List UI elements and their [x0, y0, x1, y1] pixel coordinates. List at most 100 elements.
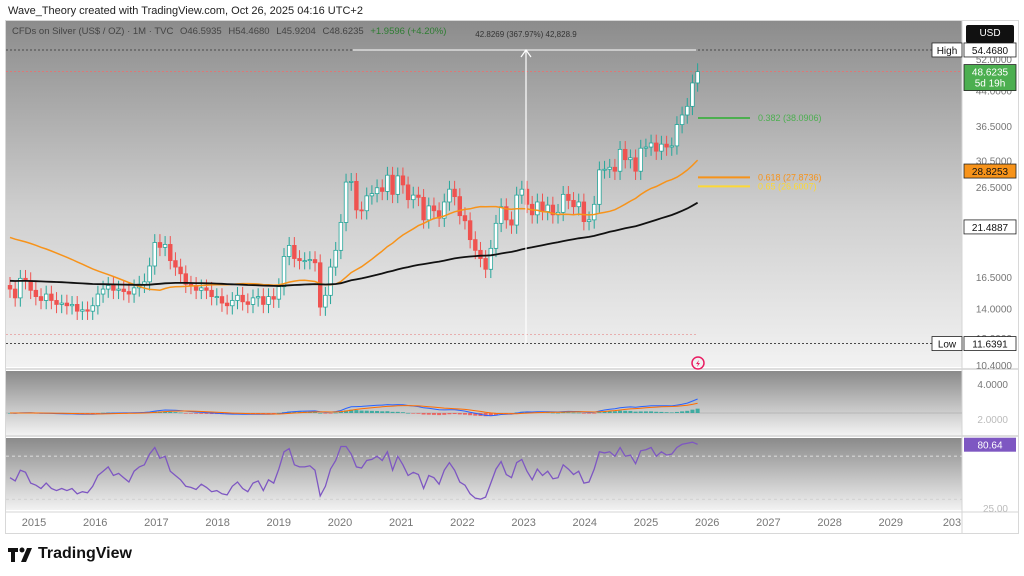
price-label-box: [963, 219, 1017, 235]
candle-body: [18, 277, 23, 299]
alert-icon[interactable]: [691, 356, 705, 370]
candle-body: [7, 285, 13, 290]
time-tick-label: 2028: [817, 517, 841, 529]
time-tick-label: 2016: [83, 517, 107, 529]
candle-body: [59, 302, 64, 305]
macd-histogram-bar: [178, 412, 183, 414]
macd-histogram-bar: [411, 413, 416, 414]
macd-histogram-bar: [633, 411, 638, 413]
time-tick-label: 2018: [205, 517, 229, 529]
candle-body: [286, 245, 292, 257]
price-label-tag-text: Low: [938, 340, 957, 351]
candle-body: [178, 266, 183, 275]
candle-body: [157, 242, 163, 248]
candle-body: [111, 285, 116, 291]
price-label-tag: [931, 336, 963, 351]
candle-body: [292, 245, 297, 259]
measure-arrowhead: [520, 48, 532, 58]
candle-body: [560, 193, 566, 213]
macd-histogram-bar: [669, 412, 674, 414]
candle-body: [659, 143, 664, 152]
price-tick-label: 52.0000: [976, 55, 1013, 66]
macd-histogram-bar: [612, 411, 617, 413]
macd-histogram-bar: [690, 409, 695, 413]
candle-body: [183, 273, 188, 285]
macd-histogram-bar: [276, 412, 281, 414]
candle-body: [369, 193, 375, 197]
macd-histogram-bar: [344, 410, 349, 413]
price-tick-label: 10.4000: [976, 361, 1013, 372]
price-label-value: 54.4680: [972, 46, 1009, 57]
candle-body: [281, 256, 287, 288]
candle-body: [199, 287, 204, 291]
candle-body: [695, 71, 700, 84]
macd-histogram-bar: [597, 412, 602, 413]
candle-body: [488, 247, 494, 270]
chart-svg[interactable]: 42.8269 (367.97%) 42,828.9 0.382 (38.0906…: [6, 21, 1018, 533]
tradingview-logo-icon: [8, 546, 34, 562]
time-tick-label: 2022: [450, 517, 474, 529]
candle-body: [690, 82, 695, 107]
macd-histogram-bar: [462, 413, 467, 415]
time-tick-label: 2015: [22, 517, 46, 529]
macd-histogram-bar: [292, 411, 297, 413]
macd-histogram-bar: [561, 412, 566, 414]
fib-level-label: 0.618 (27.8736): [758, 172, 822, 182]
macd-histogram-bar: [328, 413, 333, 414]
chart-area[interactable]: 42.8269 (367.97%) 42,828.9 0.382 (38.0906…: [5, 20, 1019, 534]
candle-body: [380, 187, 385, 192]
candle-body: [230, 300, 235, 307]
candle-body: [126, 291, 132, 295]
candle-body: [302, 260, 307, 263]
candle-body: [648, 142, 654, 148]
macd-histogram-bar: [442, 413, 447, 415]
macd-histogram-bar: [194, 413, 199, 414]
candle-body: [447, 188, 452, 203]
macd-histogram-bar: [271, 413, 276, 414]
candle-body: [80, 309, 85, 312]
candle-body: [633, 157, 638, 172]
candle-body: [162, 244, 168, 248]
macd-histogram-bar: [556, 412, 561, 414]
macd-signal-line: [10, 402, 698, 415]
currency-button[interactable]: USD: [966, 25, 1014, 43]
main-pane-bg: [6, 21, 962, 367]
macd-histogram-bar: [628, 410, 633, 413]
price-label-box: [963, 163, 1017, 179]
candle-body: [623, 148, 628, 161]
candle-body: [473, 239, 478, 251]
candle-body: [576, 201, 581, 208]
macd-histogram-bar: [638, 411, 643, 413]
candle-body: [75, 304, 80, 312]
price-label-countdown: 5d 19h: [975, 79, 1006, 90]
price-tick-label: 44.0000: [976, 87, 1013, 98]
candle-body: [498, 206, 504, 224]
symbol-name: CFDs on Silver (US$ / OZ) · 1M · TVC: [12, 26, 174, 37]
price-label-value: 21.4887: [972, 223, 1009, 234]
macd-histogram-bar: [318, 412, 323, 414]
candle-body: [255, 296, 261, 299]
candle-body: [224, 302, 230, 307]
candle-body: [416, 194, 421, 198]
candle-body: [297, 258, 302, 262]
candle-body: [69, 304, 75, 307]
macd-histogram-bar: [385, 411, 390, 413]
macd-histogram-bar: [261, 413, 266, 414]
macd-histogram-bar: [338, 411, 343, 413]
macd-histogram-bar: [188, 413, 193, 414]
candle-body: [235, 294, 240, 301]
candle-body: [467, 220, 473, 241]
candle-body: [478, 249, 483, 259]
price-tick-label: 16.5000: [976, 273, 1013, 284]
macd-histogram-bar: [168, 411, 173, 413]
candle-body: [240, 294, 245, 303]
fib-level-label: 0.382 (38.0906): [758, 113, 822, 123]
candle-body: [535, 201, 540, 216]
macd-histogram-bar: [395, 411, 400, 413]
chart-attribution: Wave_Theory created with TradingView.com…: [8, 5, 363, 17]
macd-histogram-bar: [406, 412, 411, 414]
ohlc-low: L45.9204: [276, 26, 316, 37]
macd-histogram-bar: [483, 413, 488, 417]
time-tick-label: 2020: [328, 517, 352, 529]
candle-body: [654, 142, 659, 152]
